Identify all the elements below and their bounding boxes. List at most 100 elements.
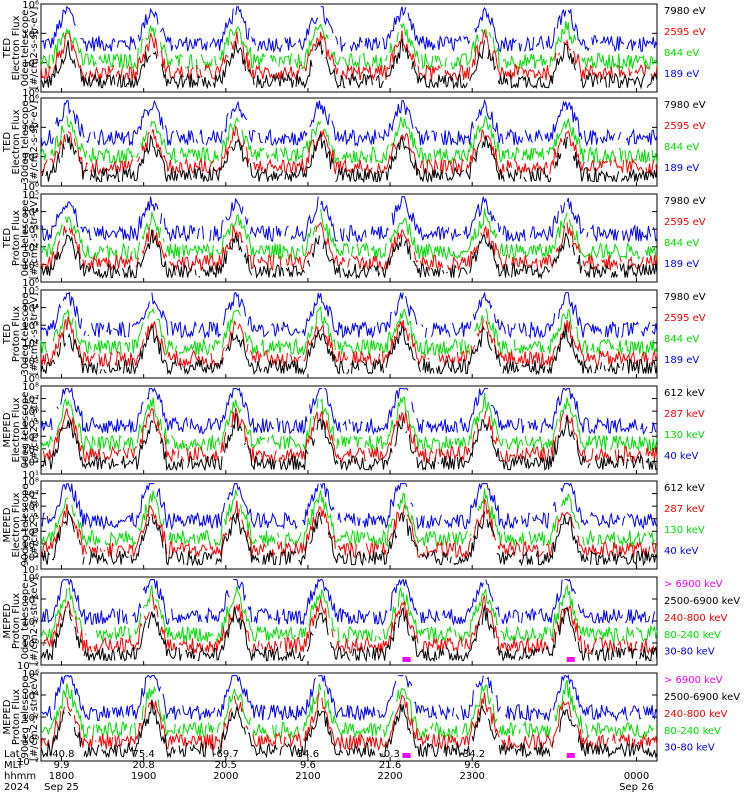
y-axis-label-line: 30deg telescope [20,292,31,375]
y-axis-label-line: TED [2,132,13,153]
legend-entry: 7980 eV [664,6,706,17]
y-axis-label-line: [#/cm2-s-str-eV] [29,7,40,90]
x-row-label: 2024 [4,782,29,793]
x-tick-label-mlt: 9.9 [54,760,70,771]
legend-entry: 2595 eV [664,313,706,324]
x-tick-label-lat: 75.4 [133,749,155,760]
x-tick-label-lat: -69.7 [213,749,239,760]
y-axis-label-line: Proton Flux [11,593,22,649]
legend-entry: 844 eV [664,238,699,249]
x-row-label: hhmm [4,771,36,782]
y-tick-label: 10⁷ [22,490,39,501]
legend-entry: 240-800 keV [664,613,728,624]
x-tick-label-mlt: 20.8 [133,760,155,771]
y-tick-label: 10³ [22,225,39,236]
legend-entry: 189 eV [664,163,699,174]
x-row-label: Lat [4,749,20,760]
panel-frame [40,193,658,283]
y-tick-label: 10¹ [22,260,39,271]
legend-entry: 287 keV [664,409,705,420]
y-axis-label-line: [#/cm2-s-str-keV] [29,577,40,665]
y-tick-label: 10⁵ [22,515,39,526]
series-trace-green [40,583,658,644]
y-tick-label: 10⁵ [22,286,39,297]
legend-entry: > 6900 keV [664,675,723,686]
series-trace-blue [40,5,658,54]
panel-frame [40,97,658,187]
y-tick-label: 10⁵ [22,420,39,431]
y-tick-label: 10⁶ [22,502,39,513]
legend-entry: 612 keV [664,483,705,494]
legend-entry: 2595 eV [664,121,706,132]
y-axis-label-line: 90deg telescope [20,675,31,758]
series-mark-magenta [566,657,575,662]
y-axis-label-line: 0deg telescope [20,200,31,277]
series-trace-green [40,392,658,452]
y-tick-label: 10⁰ [22,374,39,385]
legend-entry: 30-80 keV [664,647,715,658]
y-tick-label: 10⁵ [22,190,39,201]
series-trace-black [40,605,658,663]
y-axis-label-line: 0deg telescope [20,392,31,469]
y-axis-label-line: [#/cm2-s-str] [29,491,40,558]
series-trace-blue [40,482,658,531]
x-tick-label-mlt: 9.6 [464,760,480,771]
legend-entry: 844 eV [664,142,699,153]
legend-entry: 844 eV [664,334,699,345]
y-axis-label-line: 0deg telescope [20,10,31,87]
y-tick-label: 10⁴ [22,29,39,40]
x-tick-label-hhmm: 0000 [624,771,649,782]
series-trace-blue [40,386,657,435]
y-tick-label: 10⁷ [22,395,39,406]
y-tick-label: 10⁰ [22,735,39,746]
x-tick-label-mlt: 20.5 [215,760,237,771]
y-tick-label: 10⁴ [22,304,39,315]
x-tick-label-hhmm: 1800 [49,771,74,782]
y-axis-label-line: Electron Flux [11,15,22,80]
series-trace-black [40,699,658,759]
y-tick-label: 10⁻² [17,661,39,672]
legend-entry: 844 eV [664,48,699,59]
y-tick-label: 10² [22,617,39,628]
x-row-label: MLT [4,760,24,771]
series-trace-red [43,594,658,655]
y-tick-label: 10⁰ [22,88,39,99]
y-tick-label: 10² [22,339,39,350]
y-tick-label: 10⁶ [22,94,39,105]
legend-entry: 2595 eV [664,27,706,38]
series-trace-red [40,29,658,82]
y-tick-label: 10⁸ [22,477,39,488]
y-tick-label: 10⁴ [22,432,39,443]
y-axis-label-line: 30deg telescope [20,100,31,183]
legend-entry: 240-800 keV [664,709,728,720]
y-axis-label-line: Electron Flux [11,109,22,174]
y-tick-label: 10⁰ [22,182,39,193]
y-tick-label: 10⁰ [22,639,39,650]
y-axis-label-line: 0deg telescope [20,583,31,660]
series-trace-green [40,305,658,357]
legend-entry: 80-240 keV [664,726,721,737]
series-trace-red [40,498,658,559]
series-trace-green [40,679,658,740]
series-trace-black [41,132,658,184]
legend-entry: 7980 eV [664,292,706,303]
y-axis-label-line: [#/cm2-s-str] [29,396,40,463]
y-tick-label: 10⁴ [22,208,39,219]
y-tick-label: 10⁴ [22,595,39,606]
x-tick-label-hhmm: 1900 [131,771,156,782]
x-tick-label-hhmm: 2300 [459,771,484,782]
legend-entry: 2500-6900 keV [664,596,740,607]
y-tick-label: 10³ [22,445,39,456]
y-tick-label: 10⁸ [22,382,39,393]
y-tick-label: 10² [22,243,39,254]
legend-entry: > 6900 keV [664,579,723,590]
y-tick-label: 10³ [22,540,39,551]
legend-entry: 2500-6900 keV [664,692,740,703]
